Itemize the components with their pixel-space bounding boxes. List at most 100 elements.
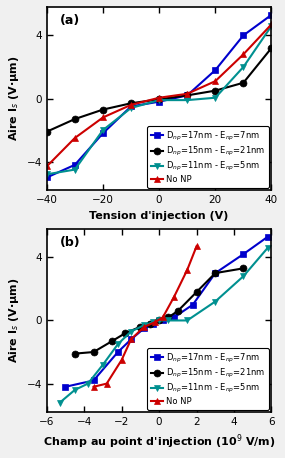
D$_{np}$=11nm - E$_{np}$=5nm <box>186 318 189 323</box>
Y-axis label: Aire I$_s$ (V·μm): Aire I$_s$ (V·μm) <box>7 278 21 363</box>
D$_{np}$=17nm - E$_{np}$=7nm <box>73 162 77 168</box>
Line: D$_{np}$=11nm - E$_{np}$=5nm: D$_{np}$=11nm - E$_{np}$=5nm <box>43 22 275 178</box>
D$_{np}$=11nm - E$_{np}$=5nm <box>45 172 48 177</box>
D$_{np}$=17nm - E$_{np}$=7nm <box>270 12 273 17</box>
No NP <box>101 115 105 120</box>
No NP <box>186 267 189 273</box>
D$_{np}$=15nm - E$_{np}$=21nm <box>124 330 127 336</box>
D$_{np}$=15nm - E$_{np}$=21nm <box>213 270 217 276</box>
D$_{np}$=11nm - E$_{np}$=5nm <box>213 299 217 304</box>
Line: D$_{np}$=17nm - E$_{np}$=7nm: D$_{np}$=17nm - E$_{np}$=7nm <box>43 11 275 181</box>
D$_{np}$=17nm - E$_{np}$=7nm <box>129 104 133 109</box>
D$_{np}$=11nm - E$_{np}$=5nm <box>129 329 133 334</box>
No NP <box>129 102 133 108</box>
D$_{np}$=15nm - E$_{np}$=21nm <box>176 308 180 314</box>
Text: (a): (a) <box>60 14 80 27</box>
No NP <box>195 244 198 249</box>
D$_{np}$=17nm - E$_{np}$=7nm <box>213 67 217 73</box>
Y-axis label: Aire I$_s$ (V·μm): Aire I$_s$ (V·μm) <box>7 56 21 142</box>
No NP <box>154 319 157 325</box>
D$_{np}$=11nm - E$_{np}$=5nm <box>116 341 120 347</box>
D$_{np}$=17nm - E$_{np}$=7nm <box>142 326 146 331</box>
D$_{np}$=15nm - E$_{np}$=21nm <box>213 88 217 93</box>
D$_{np}$=17nm - E$_{np}$=7nm <box>191 302 195 307</box>
D$_{np}$=11nm - E$_{np}$=5nm <box>73 387 77 393</box>
No NP <box>172 294 176 300</box>
D$_{np}$=11nm - E$_{np}$=5nm <box>152 319 155 325</box>
No NP <box>120 357 123 363</box>
Text: (b): (b) <box>60 236 81 249</box>
D$_{np}$=15nm - E$_{np}$=21nm <box>157 97 161 102</box>
D$_{np}$=17nm - E$_{np}$=7nm <box>129 337 133 342</box>
No NP <box>73 135 77 141</box>
D$_{np}$=11nm - E$_{np}$=5nm <box>157 98 161 103</box>
D$_{np}$=15nm - E$_{np}$=21nm <box>73 116 77 122</box>
D$_{np}$=11nm - E$_{np}$=5nm <box>101 362 105 367</box>
No NP <box>142 324 146 329</box>
D$_{np}$=17nm - E$_{np}$=7nm <box>161 318 164 323</box>
D$_{np}$=15nm - E$_{np}$=21nm <box>242 80 245 86</box>
No NP <box>92 384 95 389</box>
No NP <box>157 95 161 100</box>
D$_{np}$=11nm - E$_{np}$=5nm <box>242 273 245 279</box>
D$_{np}$=15nm - E$_{np}$=21nm <box>101 107 105 112</box>
D$_{np}$=17nm - E$_{np}$=7nm <box>242 33 245 38</box>
D$_{np}$=11nm - E$_{np}$=5nm <box>86 381 90 387</box>
D$_{np}$=11nm - E$_{np}$=5nm <box>58 400 62 405</box>
D$_{np}$=11nm - E$_{np}$=5nm <box>142 322 146 328</box>
D$_{np}$=17nm - E$_{np}$=7nm <box>45 175 48 180</box>
Line: D$_{np}$=15nm - E$_{np}$=21nm: D$_{np}$=15nm - E$_{np}$=21nm <box>43 44 275 135</box>
D$_{np}$=15nm - E$_{np}$=21nm <box>195 289 198 295</box>
D$_{np}$=17nm - E$_{np}$=7nm <box>242 251 245 257</box>
D$_{np}$=15nm - E$_{np}$=21nm <box>139 324 142 329</box>
D$_{np}$=15nm - E$_{np}$=21nm <box>111 338 114 344</box>
D$_{np}$=11nm - E$_{np}$=5nm <box>129 105 133 111</box>
D$_{np}$=11nm - E$_{np}$=5nm <box>186 98 189 103</box>
Line: D$_{np}$=11nm - E$_{np}$=5nm: D$_{np}$=11nm - E$_{np}$=5nm <box>56 245 271 406</box>
D$_{np}$=11nm - E$_{np}$=5nm <box>73 167 77 172</box>
D$_{np}$=15nm - E$_{np}$=21nm <box>73 351 77 356</box>
D$_{np}$=15nm - E$_{np}$=21nm <box>148 321 151 327</box>
D$_{np}$=17nm - E$_{np}$=7nm <box>213 270 217 276</box>
D$_{np}$=15nm - E$_{np}$=21nm <box>157 318 161 323</box>
Legend: D$_{np}$=17nm - E$_{np}$=7nm, D$_{np}$=15nm - E$_{np}$=21nm, D$_{np}$=11nm - E$_: D$_{np}$=17nm - E$_{np}$=7nm, D$_{np}$=1… <box>147 126 269 188</box>
No NP <box>45 164 48 169</box>
Line: No NP: No NP <box>90 243 200 390</box>
No NP <box>186 91 189 97</box>
D$_{np}$=11nm - E$_{np}$=5nm <box>167 318 170 323</box>
No NP <box>213 78 217 84</box>
D$_{np}$=11nm - E$_{np}$=5nm <box>213 95 217 100</box>
Line: No NP: No NP <box>43 21 275 170</box>
D$_{np}$=15nm - E$_{np}$=21nm <box>242 266 245 271</box>
D$_{np}$=11nm - E$_{np}$=5nm <box>266 245 269 251</box>
D$_{np}$=17nm - E$_{np}$=7nm <box>157 99 161 104</box>
D$_{np}$=15nm - E$_{np}$=21nm <box>270 45 273 51</box>
D$_{np}$=17nm - E$_{np}$=7nm <box>116 349 120 355</box>
D$_{np}$=15nm - E$_{np}$=21nm <box>129 100 133 106</box>
D$_{np}$=17nm - E$_{np}$=7nm <box>186 93 189 98</box>
D$_{np}$=17nm - E$_{np}$=7nm <box>152 321 155 327</box>
Line: D$_{np}$=15nm - E$_{np}$=21nm: D$_{np}$=15nm - E$_{np}$=21nm <box>71 265 247 357</box>
D$_{np}$=17nm - E$_{np}$=7nm <box>92 378 95 383</box>
No NP <box>161 315 164 320</box>
D$_{np}$=11nm - E$_{np}$=5nm <box>242 64 245 70</box>
No NP <box>242 52 245 57</box>
No NP <box>105 381 108 387</box>
Legend: D$_{np}$=17nm - E$_{np}$=7nm, D$_{np}$=15nm - E$_{np}$=21nm, D$_{np}$=11nm - E$_: D$_{np}$=17nm - E$_{np}$=7nm, D$_{np}$=1… <box>147 349 269 409</box>
No NP <box>129 337 133 342</box>
D$_{np}$=15nm - E$_{np}$=21nm <box>92 349 95 355</box>
D$_{np}$=17nm - E$_{np}$=7nm <box>266 234 269 240</box>
D$_{np}$=11nm - E$_{np}$=5nm <box>270 23 273 29</box>
X-axis label: Champ au point d'injection (10$^{9}$ V/m): Champ au point d'injection (10$^{9}$ V/m… <box>43 432 275 451</box>
D$_{np}$=17nm - E$_{np}$=7nm <box>172 315 176 320</box>
X-axis label: Tension d'injection (V): Tension d'injection (V) <box>89 211 229 221</box>
D$_{np}$=17nm - E$_{np}$=7nm <box>101 131 105 136</box>
D$_{np}$=15nm - E$_{np}$=21nm <box>45 129 48 135</box>
Line: D$_{np}$=17nm - E$_{np}$=7nm: D$_{np}$=17nm - E$_{np}$=7nm <box>62 233 271 390</box>
D$_{np}$=11nm - E$_{np}$=5nm <box>101 127 105 133</box>
D$_{np}$=17nm - E$_{np}$=7nm <box>64 384 67 389</box>
D$_{np}$=15nm - E$_{np}$=21nm <box>167 315 170 320</box>
D$_{np}$=15nm - E$_{np}$=21nm <box>186 93 189 98</box>
No NP <box>270 22 273 27</box>
D$_{np}$=11nm - E$_{np}$=5nm <box>157 318 161 323</box>
